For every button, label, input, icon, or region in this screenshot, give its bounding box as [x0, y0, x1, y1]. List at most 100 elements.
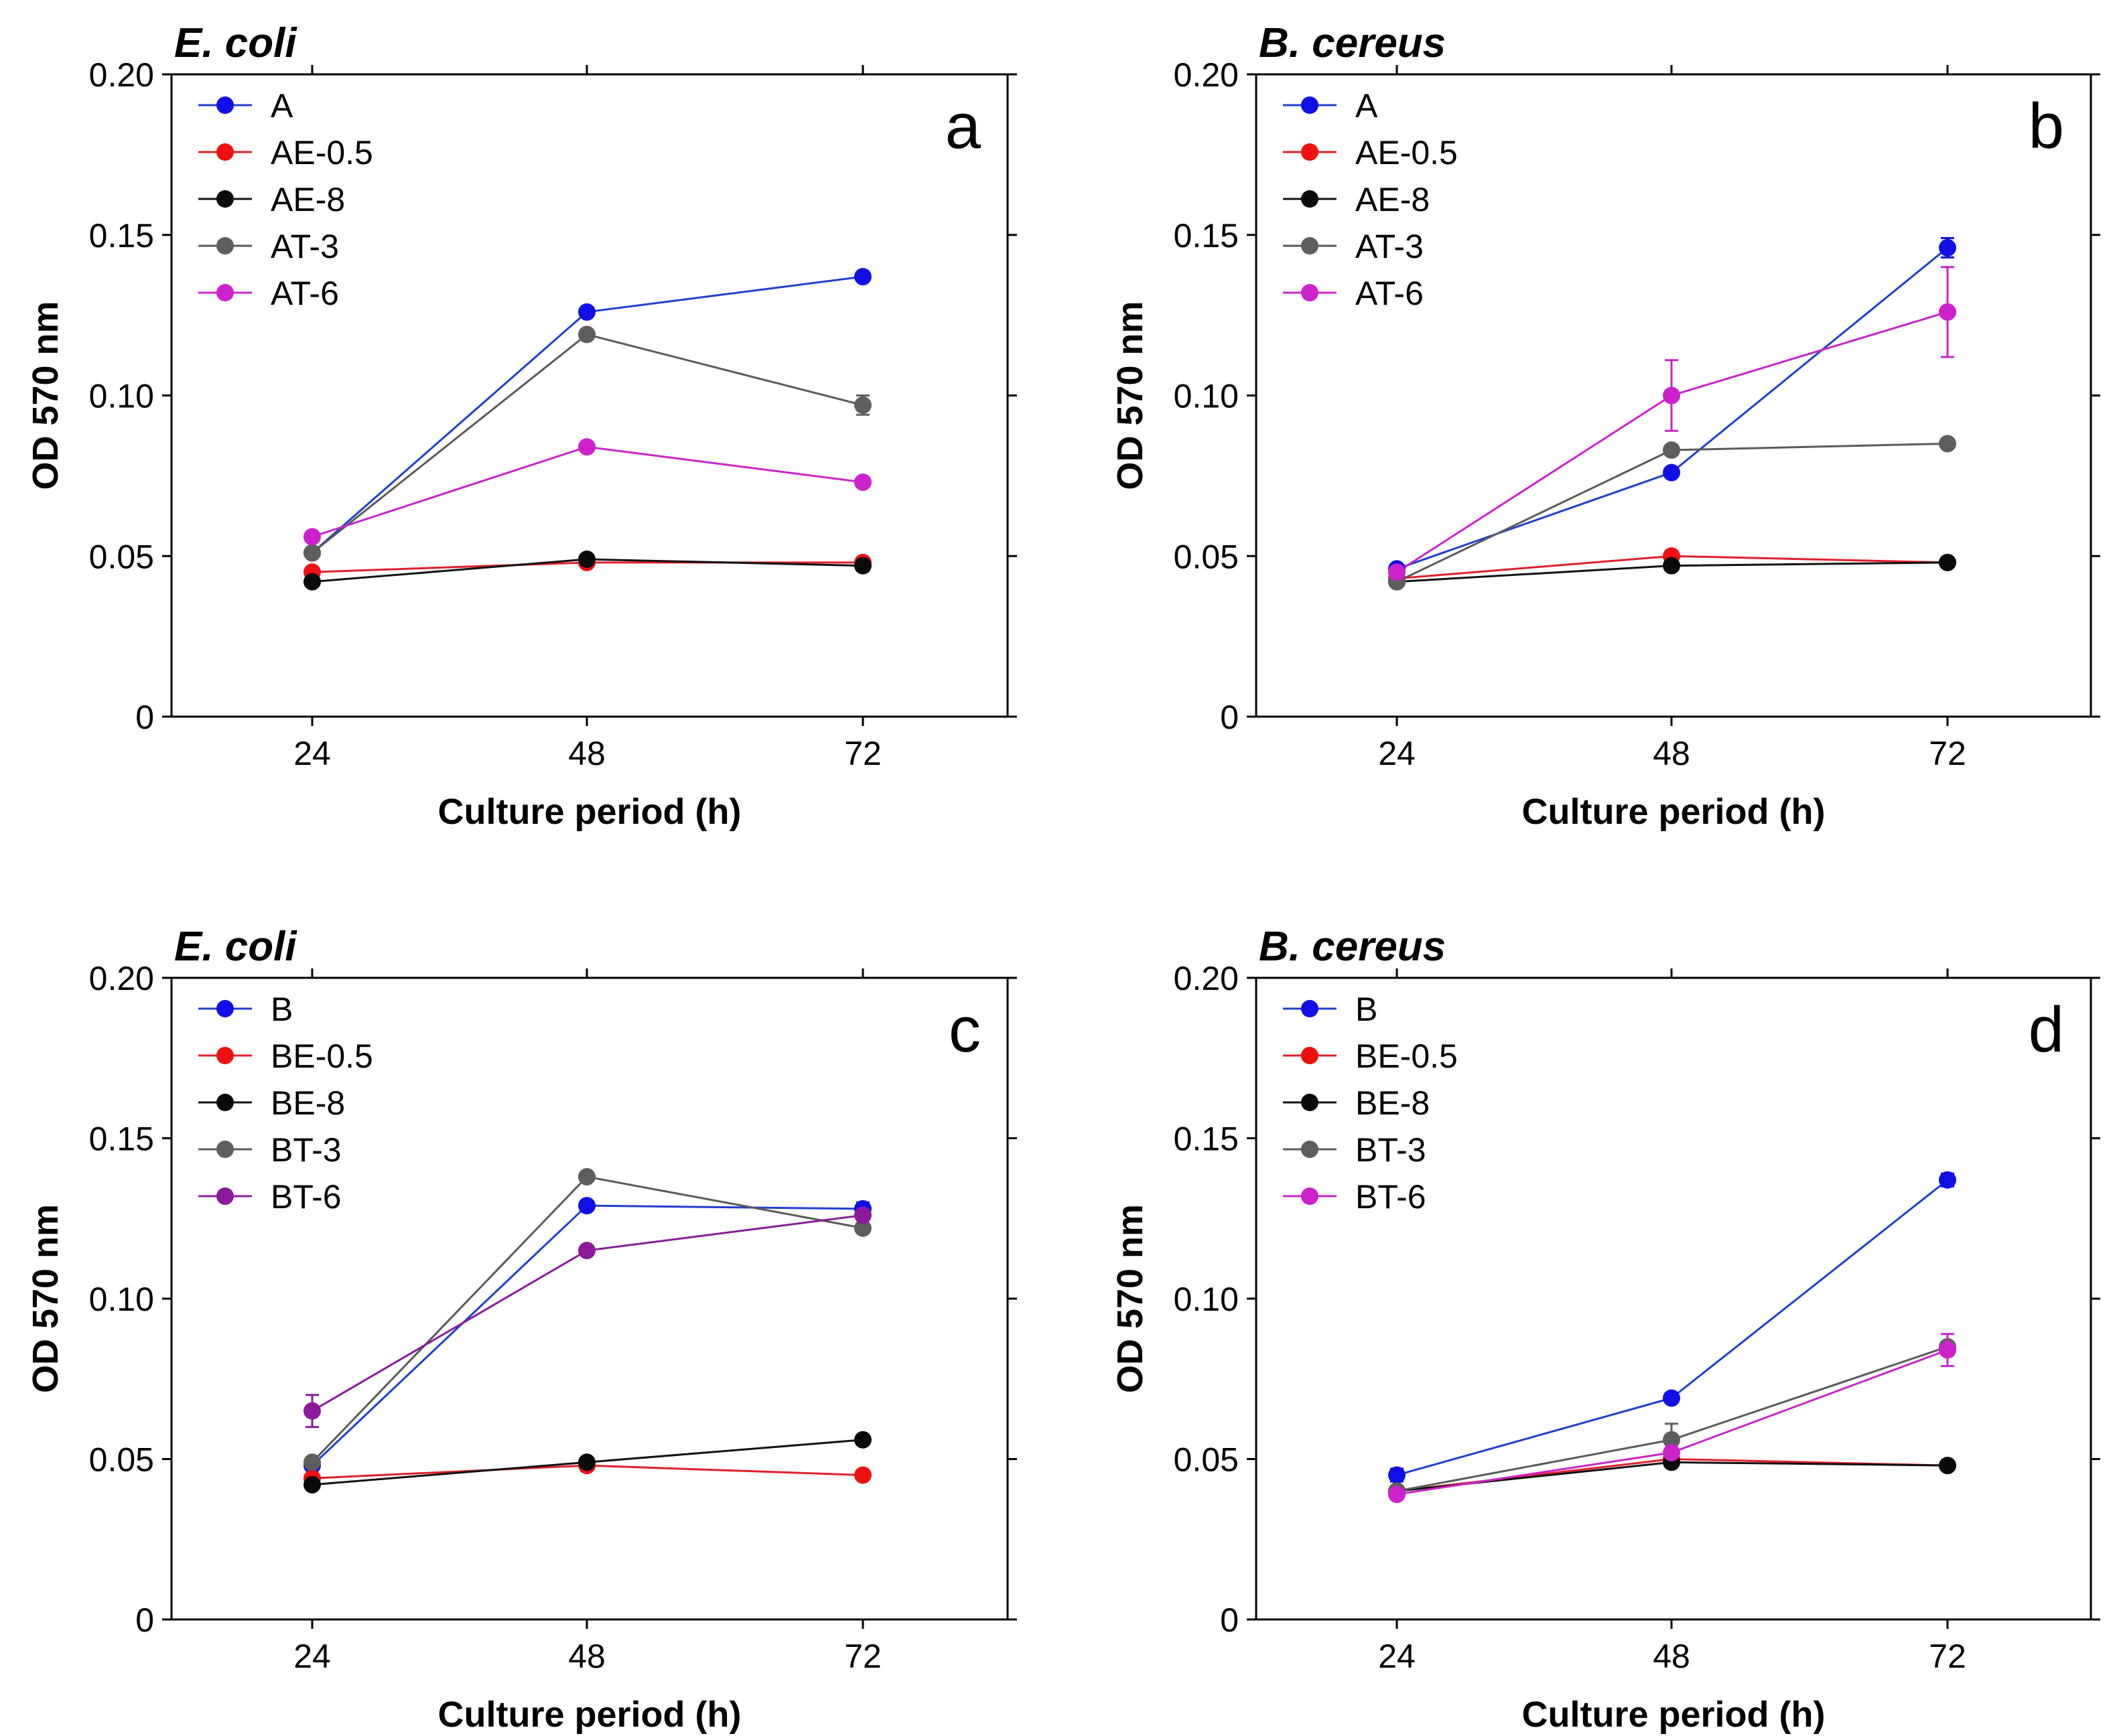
y-tick-label: 0.10 [89, 1281, 154, 1318]
organism-title: E. coli [174, 924, 297, 970]
data-point-A [578, 303, 596, 321]
panel-letter: a [945, 90, 981, 162]
y-tick-label: 0.15 [1174, 217, 1239, 255]
data-point-AT-3 [1939, 435, 1956, 453]
legend-label: AE-0.5 [271, 134, 373, 171]
legend-label: AE-8 [1355, 181, 1430, 218]
legend-marker [216, 143, 234, 161]
x-tick-label: 24 [293, 1638, 331, 1675]
y-axis-label: OD 570 nm [25, 1204, 66, 1393]
x-axis-label: Culture period (h) [438, 792, 742, 832]
x-axis-label: Culture period (h) [1522, 792, 1826, 832]
legend-label: A [271, 87, 293, 125]
data-point-AT-3 [578, 326, 596, 344]
series-line-BT-6 [1396, 1349, 1948, 1496]
y-tick-label: 0.20 [1174, 56, 1239, 94]
legend-marker [1301, 1094, 1318, 1111]
y-tick-label: 0.15 [89, 1120, 154, 1158]
y-tick-label: 0 [1220, 699, 1239, 736]
y-tick-label: 0.20 [1174, 960, 1239, 997]
organism-title: B. cereus [1259, 20, 1446, 66]
legend-marker [216, 237, 234, 255]
data-point-BT-6 [854, 1206, 872, 1224]
panel-b-chart: 0 0.05 0.10 0.15 0.20 24 48 72 Culture period (h… [1110, 20, 2100, 832]
data-point-BE-8 [854, 1431, 872, 1449]
data-point-BT-3 [854, 1219, 872, 1237]
organism-title: E. coli [174, 20, 297, 66]
series-line-BT-3 [311, 1175, 864, 1463]
x-tick-label: 72 [844, 1638, 882, 1675]
legend-label: BT-3 [271, 1131, 342, 1169]
data-point-BE-0.5 [854, 1466, 872, 1484]
panel-c-chart: 0 0.05 0.10 0.15 0.20 24 48 72 Culture period (h… [25, 924, 1017, 1735]
data-point-BT-3 [303, 1453, 321, 1471]
y-axis-label: OD 570 nm [1110, 301, 1150, 490]
legend-marker [216, 284, 234, 301]
y-tick-label: 0.20 [89, 960, 154, 997]
data-point-AT-3 [1663, 441, 1680, 459]
data-point-AE-8 [1939, 553, 1956, 571]
data-point-B [1388, 1466, 1406, 1484]
legend-label: AT-6 [271, 275, 339, 312]
legend-marker [1301, 143, 1318, 161]
legend-marker [216, 1094, 234, 1111]
data-point-BE-8 [578, 1453, 596, 1471]
y-tick-label: 0.05 [89, 1441, 154, 1479]
y-tick-label: 0.15 [89, 217, 154, 255]
legend-marker [1301, 1047, 1318, 1064]
x-tick-label: 48 [568, 1638, 606, 1675]
y-tick-label: 0.05 [89, 538, 154, 575]
legend-label: AE-8 [271, 181, 345, 218]
y-tick-label: 0 [135, 699, 154, 736]
panel-letter: c [949, 994, 981, 1066]
y-tick-label: 0.15 [1174, 1120, 1239, 1158]
data-point-BT-6 [303, 1402, 321, 1420]
legend-label: BT-3 [1355, 1131, 1426, 1169]
x-tick-label: 24 [1378, 735, 1416, 772]
legend-marker [216, 1187, 234, 1205]
legend-label: AE-0.5 [1355, 134, 1458, 171]
legend-label: BT-6 [271, 1178, 342, 1216]
data-point-BT-6 [1939, 1341, 1956, 1359]
legend-marker [1301, 190, 1318, 208]
y-tick-label: 0.05 [1174, 1441, 1239, 1479]
x-tick-label: 24 [1378, 1638, 1416, 1675]
y-tick-label: 0 [1220, 1601, 1239, 1639]
y-tick-label: 0.20 [89, 56, 154, 94]
x-tick-label: 72 [844, 735, 882, 772]
x-tick-label: 24 [293, 735, 331, 772]
data-point-AT-6 [578, 438, 596, 456]
x-tick-label: 72 [1929, 1638, 1966, 1675]
data-point-BT-6 [1388, 1486, 1406, 1504]
x-tick-label: 48 [1653, 1638, 1690, 1675]
series-line-AT-6 [312, 445, 864, 538]
legend-marker [216, 1047, 234, 1064]
legend-label: AT-3 [271, 228, 339, 265]
data-point-BE-8 [303, 1475, 321, 1494]
panel-d-chart: 0 0.05 0.10 0.15 0.20 24 48 72 Culture period (h… [1110, 924, 2100, 1735]
x-tick-label: 48 [568, 735, 606, 772]
x-axis-label: Culture period (h) [1522, 1694, 1826, 1735]
legend-label: B [271, 991, 293, 1028]
data-point-B [1663, 1389, 1680, 1407]
legend-label: BE-8 [271, 1084, 345, 1122]
data-point-AT-6 [1388, 563, 1406, 581]
y-tick-label: 0 [135, 1601, 154, 1639]
data-point-AE-8 [1663, 557, 1680, 575]
y-axis-label: OD 570 nm [1110, 1204, 1150, 1393]
data-point-AT-6 [1663, 386, 1680, 405]
data-point-AT-6 [303, 528, 321, 546]
x-tick-label: 72 [1929, 735, 1966, 772]
data-point-AT-3 [854, 396, 872, 414]
legend-marker [1301, 237, 1318, 255]
data-point-B [578, 1197, 596, 1215]
data-point-AE-8 [303, 573, 321, 591]
legend-marker [216, 1141, 234, 1158]
legend-label: AT-6 [1355, 275, 1424, 312]
legend-marker [216, 190, 234, 208]
legend-marker [1301, 1141, 1318, 1158]
legend-marker [216, 1000, 234, 1017]
data-point-AT-6 [854, 473, 872, 491]
legend-label: BT-6 [1355, 1178, 1426, 1216]
